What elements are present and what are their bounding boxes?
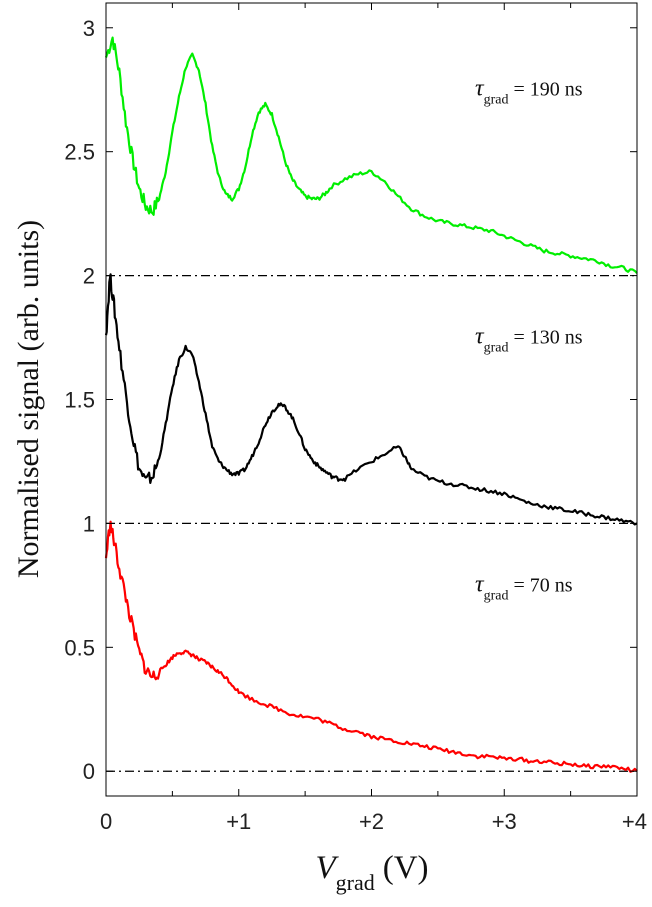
x-axis-title: Vgrad (V) bbox=[315, 850, 428, 895]
series-group bbox=[104, 36, 638, 773]
baselines bbox=[106, 274, 637, 772]
y-tick-label-2: 1 bbox=[83, 511, 95, 536]
x-tick-label-4: +4 bbox=[622, 809, 647, 834]
annotation-subscript: grad bbox=[484, 93, 509, 108]
tick-labels: 0 +1 +2 +3 +4 0 0.5 1 1.5 2 2.5 3 bbox=[64, 16, 647, 834]
plot-area bbox=[106, 3, 637, 796]
annotation-symbol: τ bbox=[475, 76, 485, 102]
annotation-text: = 70 ns bbox=[514, 574, 573, 596]
annotation-1: τgrad = 130 ns bbox=[475, 324, 583, 356]
y-axis-title: Normalised signal (arb. units) bbox=[12, 220, 45, 578]
x-tick-label-2: +2 bbox=[359, 809, 384, 834]
x-axis-symbol: V bbox=[315, 850, 339, 886]
annotation-0: τgrad = 190 ns bbox=[475, 76, 583, 108]
y-tick-label-0: 0 bbox=[83, 759, 95, 784]
annotation-symbol: τ bbox=[475, 571, 485, 597]
y-tick-label-5: 2.5 bbox=[64, 140, 95, 165]
ticks bbox=[105, 3, 638, 796]
x-axis-subscript: grad bbox=[336, 870, 375, 895]
y-tick-label-6: 3 bbox=[83, 16, 95, 41]
y-tick-label-4: 2 bbox=[83, 264, 95, 289]
series-line-2 bbox=[104, 520, 638, 773]
x-axis-unit: (V) bbox=[383, 850, 429, 886]
annotation-symbol: τ bbox=[475, 324, 485, 350]
y-tick-label-1: 0.5 bbox=[64, 635, 95, 660]
annotation-subscript: grad bbox=[484, 341, 509, 356]
series-line-1 bbox=[104, 273, 638, 526]
series-line-0 bbox=[104, 36, 638, 274]
x-tick-label-1: +1 bbox=[226, 809, 251, 834]
annotation-2: τgrad = 70 ns bbox=[475, 571, 573, 603]
y-tick-label-3: 1.5 bbox=[64, 388, 95, 413]
x-tick-label-3: +3 bbox=[492, 809, 517, 834]
annotation-text: = 190 ns bbox=[514, 79, 583, 101]
annotation-subscript: grad bbox=[484, 588, 509, 603]
x-tick-label-0: 0 bbox=[100, 809, 112, 834]
annotation-text: = 130 ns bbox=[514, 327, 583, 349]
